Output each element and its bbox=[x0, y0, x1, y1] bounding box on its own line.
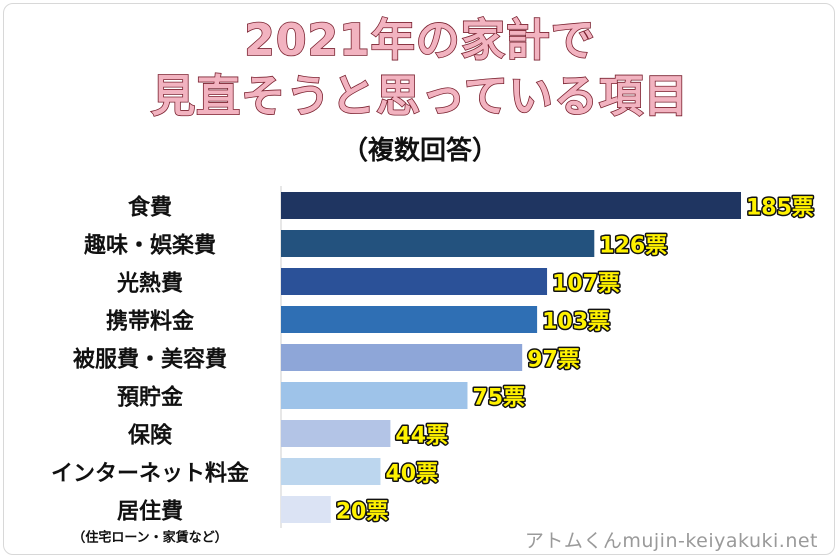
data-label: 97票 bbox=[527, 348, 580, 373]
data-label: 44票 bbox=[395, 424, 448, 449]
data-label: 185票 bbox=[746, 196, 814, 221]
bar bbox=[281, 192, 741, 219]
chart-frame bbox=[3, 3, 835, 555]
bar bbox=[281, 344, 523, 371]
category-label: 保険 bbox=[127, 424, 173, 449]
category-label: 食費 bbox=[128, 195, 172, 221]
bar bbox=[281, 268, 548, 295]
category-label: 居住費 bbox=[117, 499, 183, 525]
bar bbox=[281, 230, 595, 257]
bar bbox=[281, 458, 381, 485]
data-label: 75票 bbox=[472, 386, 525, 411]
data-label: 107票 bbox=[552, 272, 620, 297]
category-label: 被服費・美容費 bbox=[73, 347, 227, 373]
chart-title-line1: 2021年の家計で bbox=[243, 14, 596, 67]
category-label: 預貯金 bbox=[117, 385, 184, 411]
watermark: アトムくんmujin-keiyakuki.net bbox=[524, 530, 818, 552]
data-label: 20票 bbox=[336, 500, 389, 525]
data-label: 126票 bbox=[599, 234, 667, 259]
chart-title-line2: 見直そうと思っている項目 bbox=[150, 70, 689, 123]
bar bbox=[281, 496, 331, 523]
bar bbox=[281, 306, 538, 333]
bar bbox=[281, 382, 468, 409]
category-label: 光熱費 bbox=[116, 271, 183, 297]
data-label: 103票 bbox=[542, 310, 610, 335]
category-label: 携帯料金 bbox=[106, 309, 195, 335]
data-label: 40票 bbox=[385, 462, 438, 487]
category-note: （住宅ローン・家賃など） bbox=[72, 530, 227, 546]
chart-subtitle: （複数回答） bbox=[341, 136, 498, 166]
bar bbox=[281, 420, 391, 447]
category-label: インターネット料金 bbox=[51, 461, 250, 487]
category-label: 趣味・娯楽費 bbox=[83, 233, 216, 259]
